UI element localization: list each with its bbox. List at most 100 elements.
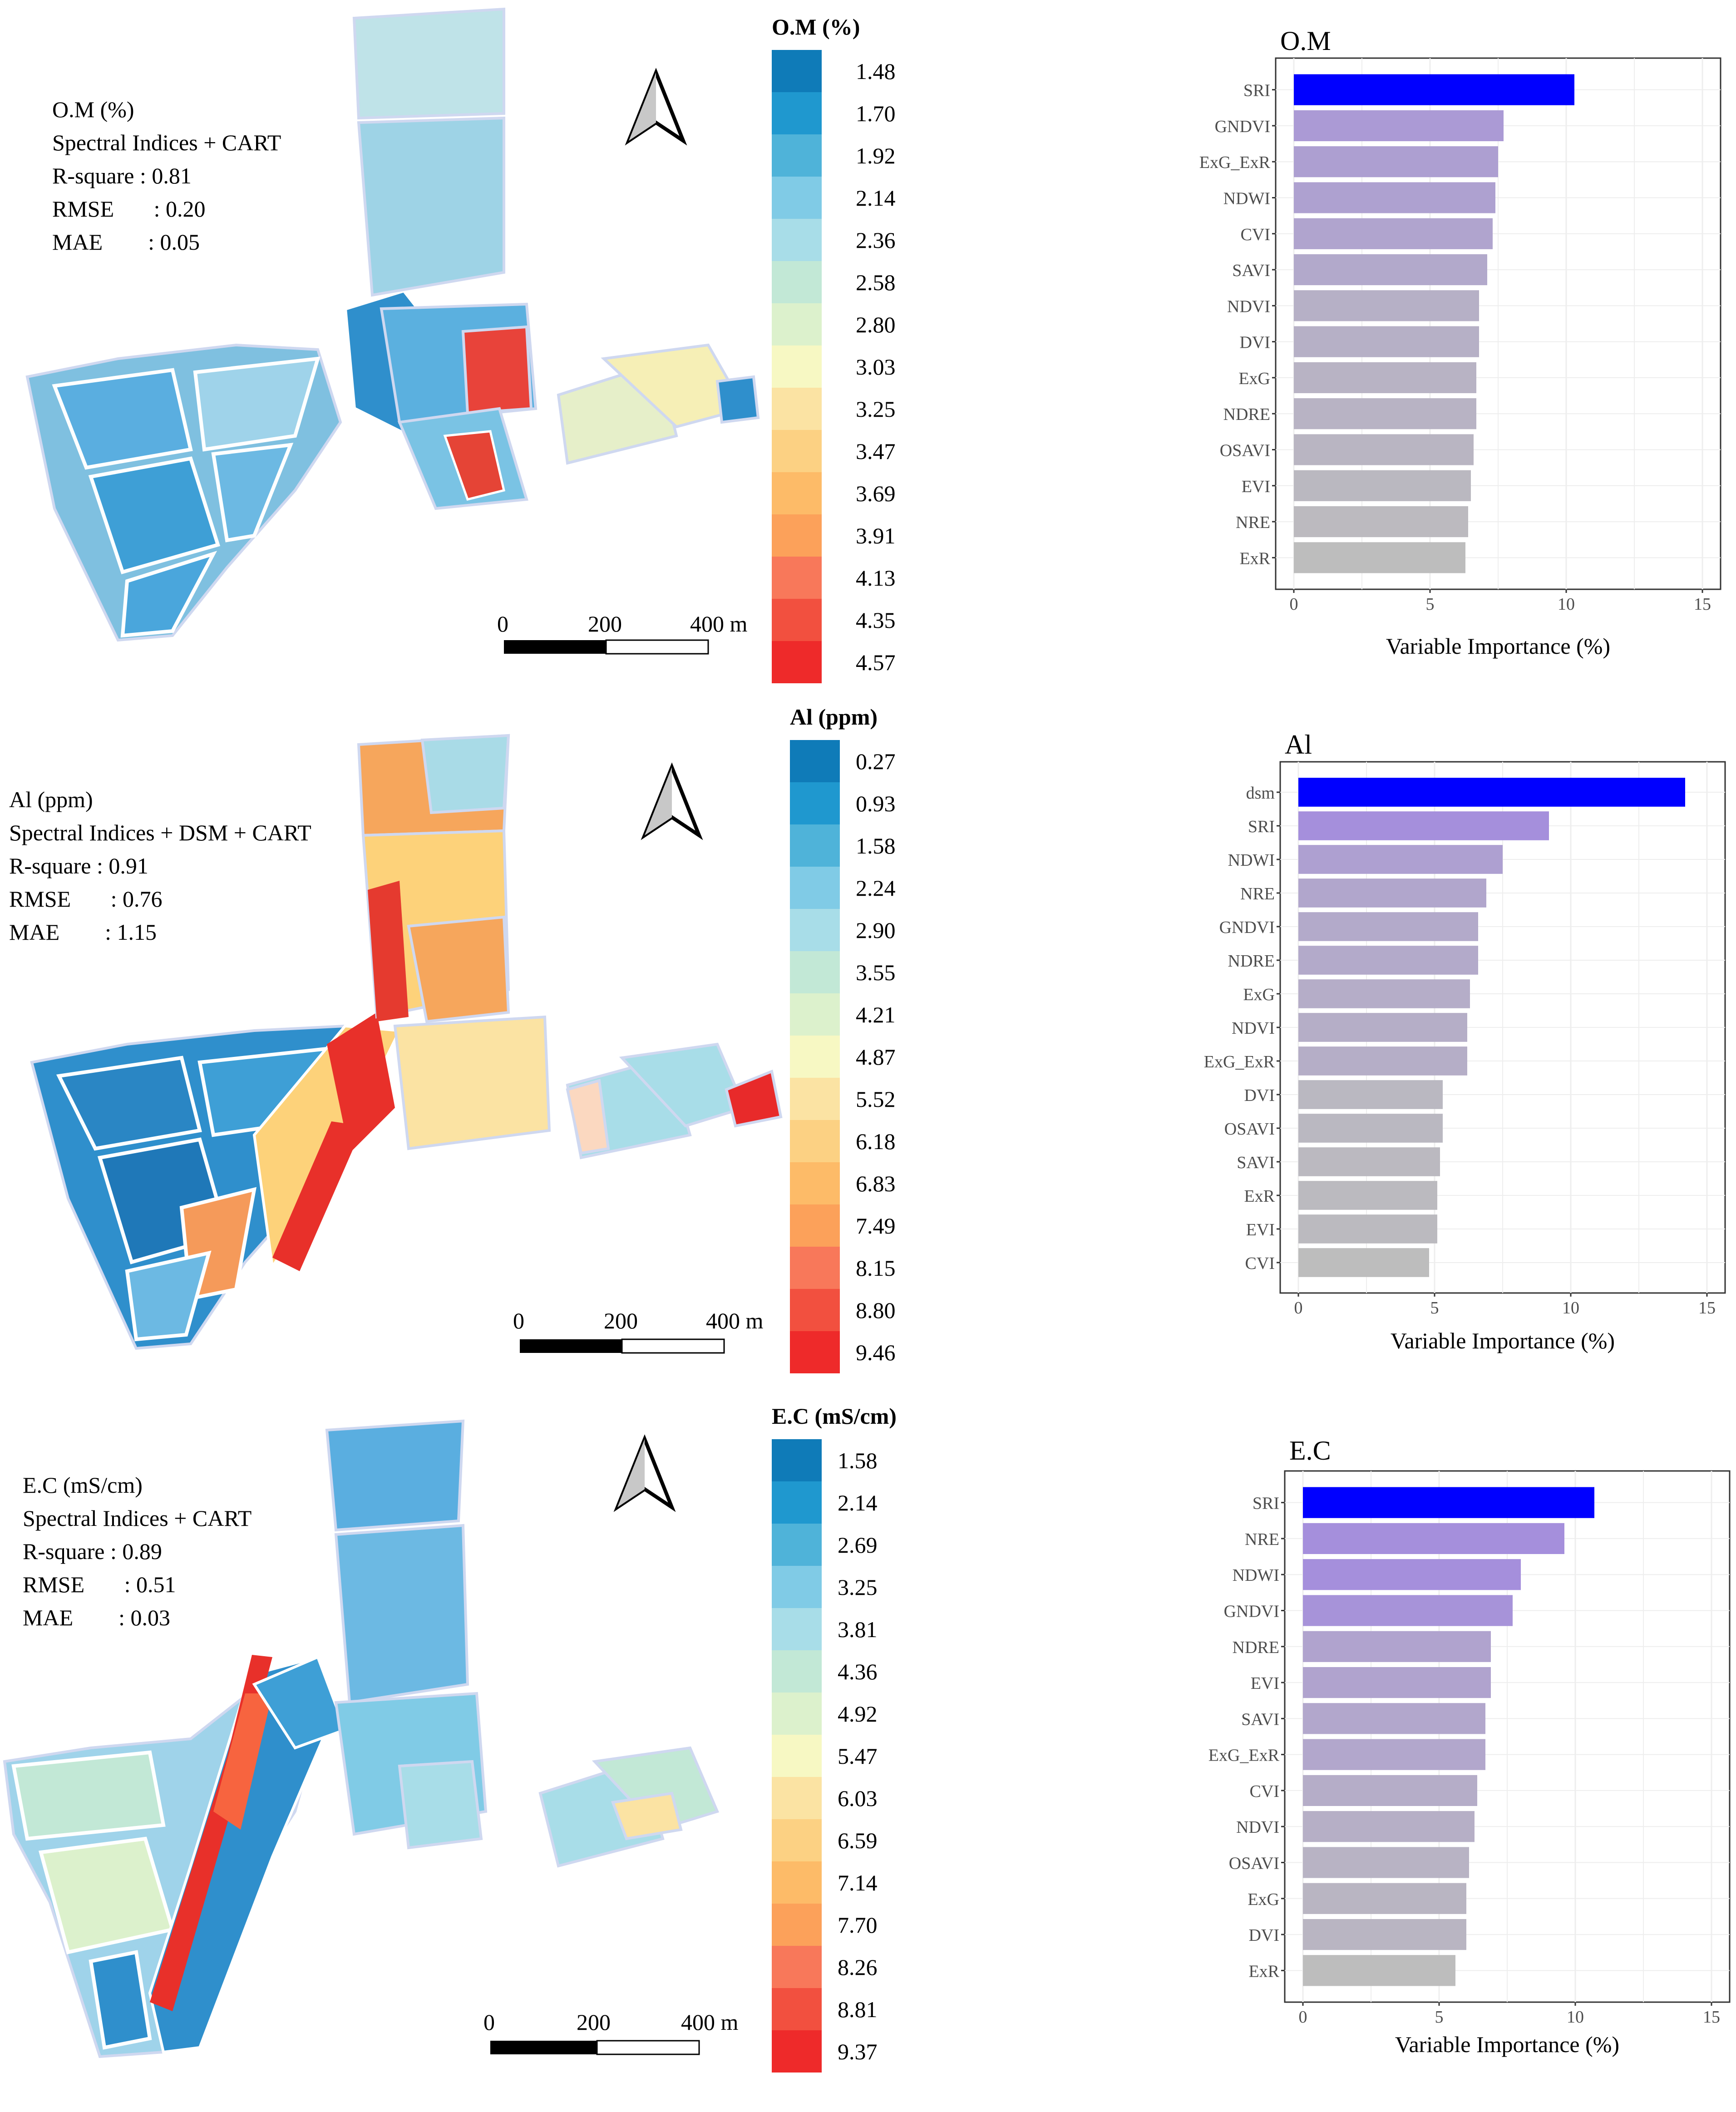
panel-ec: E.C SRI NRE NDWI GNDVI NDRE EVI SAVI ExG_ExR CVI… bbox=[0, 1403, 1736, 2107]
om-legend-title: O.M (%) bbox=[772, 14, 860, 39]
ec-bar-evi bbox=[1303, 1667, 1491, 1698]
al-bar-ndre bbox=[1298, 946, 1478, 975]
om-legend-swatch bbox=[772, 514, 822, 557]
om-category-label: CVI bbox=[1241, 225, 1270, 244]
ec-legend-label: 6.03 bbox=[838, 1786, 878, 1811]
al-category-label: NDWI bbox=[1228, 851, 1275, 870]
al-legend-swatch bbox=[790, 824, 840, 867]
ec-scale-label-0: 0 bbox=[483, 2009, 495, 2035]
ec-category-label: DVI bbox=[1248, 1926, 1279, 1945]
om-legend-label: 4.35 bbox=[856, 607, 896, 633]
al-legend bbox=[790, 740, 840, 1373]
al-category-label: ExG bbox=[1243, 985, 1275, 1004]
ec-bar-ndvi bbox=[1303, 1811, 1475, 1842]
ec-stats-block: E.C (mS/cm) Spectral Indices + CART R-squa… bbox=[23, 1469, 252, 1634]
al-legend-label: 7.49 bbox=[856, 1213, 896, 1239]
om-bar-cvi bbox=[1294, 218, 1493, 249]
al-legend-swatch bbox=[790, 951, 840, 993]
om-legend-label: 3.25 bbox=[856, 396, 896, 422]
al-bar-cvi bbox=[1298, 1248, 1429, 1277]
om-legend-swatch bbox=[772, 388, 822, 430]
om-legend-swatch bbox=[772, 134, 822, 177]
om-stats-mae: MAE : 0.05 bbox=[52, 229, 200, 255]
al-category-label: EVI bbox=[1246, 1220, 1275, 1239]
ec-stats-variable: E.C (mS/cm) bbox=[23, 1472, 143, 1498]
om-x-tick-label: 10 bbox=[1558, 595, 1575, 614]
om-legend-swatch bbox=[772, 261, 822, 303]
ec-legend-label: 2.14 bbox=[838, 1490, 878, 1515]
om-stats-block: O.M (%) Spectral Indices + CART R-square :… bbox=[52, 93, 281, 259]
al-bar-ndvi bbox=[1298, 1013, 1467, 1042]
ec-legend-swatch bbox=[772, 1777, 822, 1819]
om-legend-label: 2.14 bbox=[856, 185, 896, 211]
al-category-label: CVI bbox=[1245, 1254, 1275, 1273]
al-stats-rmse: RMSE : 0.76 bbox=[9, 886, 163, 912]
om-legend-label: 2.58 bbox=[856, 270, 896, 295]
ec-legend-swatch bbox=[772, 2030, 822, 2073]
ec-legend-swatch bbox=[772, 1946, 822, 1988]
ec-legend-label: 3.81 bbox=[838, 1617, 878, 1642]
ec-legend-label: 9.37 bbox=[838, 2039, 878, 2064]
al-legend-swatch bbox=[790, 1289, 840, 1331]
al-stats-block: Al (ppm) Spectral Indices + DSM + CART R-s… bbox=[9, 783, 311, 949]
ec-legend-swatch bbox=[772, 1608, 822, 1650]
ec-category-label: ExR bbox=[1248, 1962, 1279, 1981]
ec-legend-label: 2.69 bbox=[838, 1532, 878, 1558]
om-legend-swatch bbox=[772, 219, 822, 261]
om-bar-exr bbox=[1294, 542, 1465, 573]
ec-legend-swatch bbox=[772, 1524, 822, 1566]
al-scale-label-400: 400 m bbox=[706, 1308, 764, 1333]
ec-stats-mae: MAE : 0.03 bbox=[23, 1605, 170, 1630]
al-x-tick-label: 15 bbox=[1698, 1298, 1716, 1318]
om-bar-dvi bbox=[1294, 326, 1479, 357]
om-bar-ndvi bbox=[1294, 290, 1479, 321]
al-bar-ndwi bbox=[1298, 845, 1503, 874]
al-legend-label: 3.55 bbox=[856, 960, 896, 985]
al-legend-swatch bbox=[790, 1078, 840, 1120]
om-chart-title: O.M bbox=[1280, 26, 1331, 56]
ec-map-svg: E.C SRI NRE NDWI GNDVI NDRE EVI SAVI ExG_ExR CVI… bbox=[3, 1419, 1731, 2058]
ec-field-map bbox=[3, 1419, 720, 2058]
ec-legend-swatch bbox=[772, 1735, 822, 1777]
om-importance-chart: O.M SRI GNDVI ExG_ExR NDWI CVI SAVI NDVI DVI ExG… bbox=[1199, 26, 1721, 659]
al-bar-osavi bbox=[1298, 1114, 1443, 1143]
om-legend-swatch bbox=[772, 345, 822, 388]
om-legend-swatch bbox=[772, 177, 822, 219]
om-category-label: NRE bbox=[1236, 513, 1270, 532]
al-stats-rsquare: R-square : 0.91 bbox=[9, 853, 148, 878]
om-legend-swatch bbox=[772, 92, 822, 134]
om-legend-swatch bbox=[772, 557, 822, 599]
ec-bar-gndvi bbox=[1303, 1595, 1513, 1626]
al-importance-chart: Al dsm SRI NDWI NRE GNDVI NDRE ExG NDVI ExG_ExR D… bbox=[1204, 730, 1726, 1353]
ec-category-label: EVI bbox=[1251, 1674, 1279, 1693]
om-category-label: SRI bbox=[1243, 81, 1270, 100]
ec-bar-ndre bbox=[1303, 1631, 1491, 1662]
al-bar-savi bbox=[1298, 1147, 1440, 1176]
om-legend-swatch bbox=[772, 430, 822, 472]
al-legend-swatch bbox=[790, 782, 840, 824]
ec-legend-label: 8.26 bbox=[838, 1954, 878, 1980]
ec-bar-dvi bbox=[1303, 1919, 1466, 1950]
ec-bar-exg bbox=[1303, 1883, 1466, 1914]
ec-legend-swatch bbox=[772, 1481, 822, 1524]
om-legend-label: 4.57 bbox=[856, 650, 896, 675]
ec-legend-label: 8.81 bbox=[838, 1997, 878, 2022]
om-bar-savi bbox=[1294, 254, 1487, 286]
al-legend-label: 6.18 bbox=[856, 1129, 896, 1154]
ec-chart-xlabel: Variable Importance (%) bbox=[1395, 2032, 1619, 2057]
ec-scalebar bbox=[490, 2040, 700, 2055]
om-bar-exg bbox=[1294, 362, 1476, 394]
om-scale-label-400: 400 m bbox=[690, 611, 748, 637]
al-bar-sri bbox=[1298, 811, 1549, 840]
ec-x-tick-label: 10 bbox=[1567, 2008, 1584, 2027]
ec-x-tick-label: 5 bbox=[1435, 2008, 1444, 2027]
ec-legend-swatch bbox=[772, 1861, 822, 1904]
al-legend-label: 1.58 bbox=[856, 833, 896, 859]
al-legend-swatch bbox=[790, 993, 840, 1036]
om-x-tick-label: 15 bbox=[1694, 595, 1711, 614]
al-legend-label: 0.93 bbox=[856, 791, 896, 816]
al-scale-label-200: 200 bbox=[604, 1308, 638, 1333]
al-bar-dsm bbox=[1298, 778, 1685, 807]
al-legend-swatch bbox=[790, 867, 840, 909]
ec-stats-method: Spectral Indices + CART bbox=[23, 1505, 252, 1531]
